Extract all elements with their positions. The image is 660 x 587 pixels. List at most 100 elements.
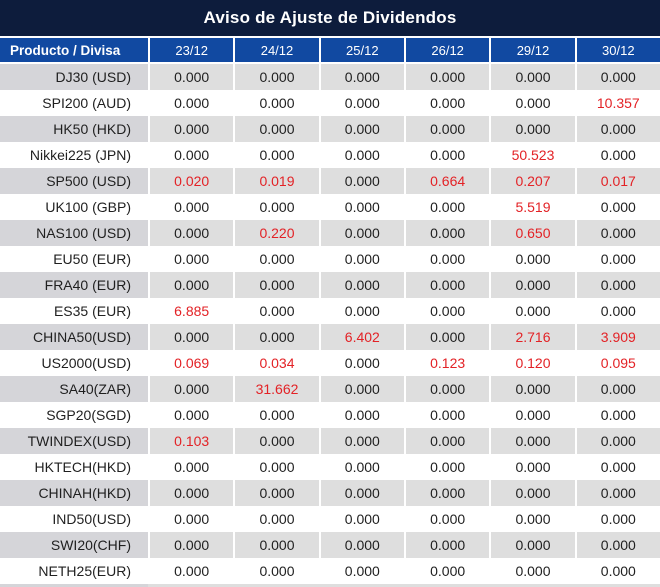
value-cell: 0.000 <box>318 376 404 402</box>
value-cell: 0.000 <box>574 272 660 298</box>
product-cell: SWI20(CHF) <box>0 532 148 558</box>
value-cell: 0.120 <box>489 350 575 376</box>
product-cell: ES35 (EUR) <box>0 298 148 324</box>
value-cell: 0.000 <box>403 506 490 532</box>
value-cell: 0.000 <box>148 402 234 428</box>
value-cell: 0.000 <box>403 402 490 428</box>
value-cell: 0.000 <box>403 298 490 324</box>
title-bar: Aviso de Ajuste de Dividendos <box>0 0 660 38</box>
product-cell: US2000(USD) <box>0 350 148 376</box>
value-cell: 0.000 <box>233 532 319 558</box>
table-row: UK100 (GBP) 0.000 0.000 0.000 0.000 5.519 0.00… <box>0 194 660 220</box>
product-cell: SPI200 (AUD) <box>0 90 148 116</box>
value-cell: 0.000 <box>489 246 575 272</box>
value-cell: 0.000 <box>489 532 575 558</box>
value-cell: 0.123 <box>403 350 490 376</box>
value-cell: 0.000 <box>318 298 404 324</box>
value-cell: 0.000 <box>403 324 490 350</box>
value-cell: 0.000 <box>233 142 319 168</box>
value-cell: 0.000 <box>574 402 660 428</box>
value-cell: 0.000 <box>148 64 234 90</box>
value-cell: 0.000 <box>489 454 575 480</box>
product-cell: HK50 (HKD) <box>0 116 148 142</box>
value-cell: 0.000 <box>489 376 575 402</box>
table-row: SPI200 (AUD) 0.000 0.000 0.000 0.000 0.000 10.… <box>0 90 660 116</box>
product-cell: IND50(USD) <box>0 506 148 532</box>
product-cell: FRA40 (EUR) <box>0 272 148 298</box>
value-cell: 0.000 <box>148 142 234 168</box>
value-cell: 0.000 <box>574 246 660 272</box>
value-cell: 0.000 <box>318 350 404 376</box>
value-cell: 0.220 <box>233 220 319 246</box>
value-cell: 0.000 <box>403 272 490 298</box>
value-cell: 0.000 <box>489 298 575 324</box>
value-cell: 0.000 <box>489 116 575 142</box>
value-cell: 0.000 <box>148 454 234 480</box>
value-cell: 0.000 <box>318 194 404 220</box>
value-cell: 6.885 <box>148 298 234 324</box>
value-cell: 31.662 <box>233 376 319 402</box>
value-cell: 0.000 <box>148 272 234 298</box>
value-cell: 0.000 <box>574 64 660 90</box>
value-cell: 0.000 <box>318 454 404 480</box>
column-header-date: 29/12 <box>489 38 574 62</box>
value-cell: 0.000 <box>233 116 319 142</box>
table-row: US2000(USD) 0.069 0.034 0.000 0.123 0.120 0.09… <box>0 350 660 376</box>
value-cell: 0.000 <box>574 480 660 506</box>
value-cell: 0.000 <box>233 454 319 480</box>
value-cell: 0.000 <box>148 376 234 402</box>
value-cell: 10.357 <box>574 90 660 116</box>
value-cell: 0.000 <box>574 220 660 246</box>
value-cell: 0.664 <box>403 168 490 194</box>
product-cell: CHINAH(HKD) <box>0 480 148 506</box>
product-cell: NAS100 (USD) <box>0 220 148 246</box>
value-cell: 0.020 <box>148 168 234 194</box>
table-row: IND50(USD) 0.000 0.000 0.000 0.000 0.000 0.000 <box>0 506 660 532</box>
value-cell: 0.000 <box>233 402 319 428</box>
value-cell: 0.000 <box>403 64 490 90</box>
value-cell: 6.402 <box>318 324 404 350</box>
value-cell: 0.000 <box>403 142 490 168</box>
table-row: SWI20(CHF) 0.000 0.000 0.000 0.000 0.000 0.000 <box>0 532 660 558</box>
value-cell: 0.103 <box>148 428 234 454</box>
value-cell: 0.000 <box>318 116 404 142</box>
value-cell: 0.000 <box>233 272 319 298</box>
value-cell: 0.000 <box>148 532 234 558</box>
value-cell: 0.000 <box>403 532 490 558</box>
value-cell: 0.000 <box>318 90 404 116</box>
product-cell: EU50 (EUR) <box>0 246 148 272</box>
date-headers: 23/12 24/12 25/12 26/12 29/12 30/12 <box>148 38 660 62</box>
value-cell: 0.000 <box>574 376 660 402</box>
value-cell: 0.000 <box>148 194 234 220</box>
value-cell: 0.000 <box>233 298 319 324</box>
value-cell: 0.000 <box>403 480 490 506</box>
product-cell: NETH25(EUR) <box>0 558 148 584</box>
value-cell: 0.000 <box>574 506 660 532</box>
value-cell: 0.207 <box>489 168 575 194</box>
value-cell: 0.000 <box>574 116 660 142</box>
value-cell: 0.000 <box>489 64 575 90</box>
table-row: SA40(ZAR) 0.000 31.662 0.000 0.000 0.000 0.000 <box>0 376 660 402</box>
value-cell: 0.000 <box>148 506 234 532</box>
table-row: DJ30 (USD) 0.000 0.000 0.000 0.000 0.000 0.000 <box>0 64 660 90</box>
value-cell: 0.000 <box>574 194 660 220</box>
product-cell: SP500 (USD) <box>0 168 148 194</box>
value-cell: 0.000 <box>403 428 490 454</box>
value-cell: 0.000 <box>318 64 404 90</box>
product-cell: SGP20(SGD) <box>0 402 148 428</box>
table-row: CHINA50(USD) 0.000 0.000 6.402 0.000 2.716 3.9… <box>0 324 660 350</box>
value-cell: 0.000 <box>403 246 490 272</box>
product-cell: DJ30 (USD) <box>0 64 148 90</box>
value-cell: 0.000 <box>233 324 319 350</box>
value-cell: 0.000 <box>148 558 234 584</box>
value-cell: 0.000 <box>233 90 319 116</box>
value-cell: 50.523 <box>489 142 575 168</box>
value-cell: 0.000 <box>318 272 404 298</box>
table-row: HK50 (HKD) 0.000 0.000 0.000 0.000 0.000 0.000 <box>0 116 660 142</box>
product-cell: UK100 (GBP) <box>0 194 148 220</box>
column-header-date: 30/12 <box>574 38 660 62</box>
value-cell: 0.000 <box>403 454 490 480</box>
value-cell: 2.716 <box>489 324 575 350</box>
table-body: DJ30 (USD) 0.000 0.000 0.000 0.000 0.000 0.000… <box>0 64 660 584</box>
